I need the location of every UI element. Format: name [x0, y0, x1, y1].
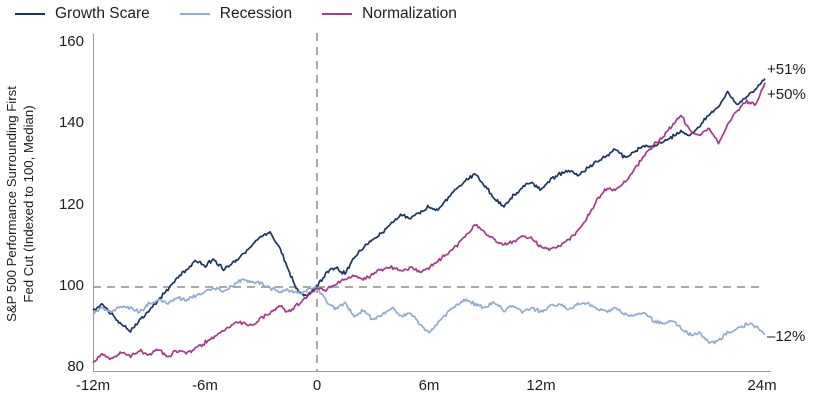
legend-item-normalization: Normalization [322, 4, 457, 24]
series-line-recession [92, 278, 766, 345]
series-line-normalization [92, 82, 766, 364]
legend-item-growth-scare: Growth Scare [15, 4, 150, 24]
y-tick-label: 80 [67, 358, 84, 375]
x-tick-label: -6m [192, 377, 218, 394]
legend-label-recession: Recession [219, 5, 293, 22]
y-tick-label: 140 [58, 114, 84, 132]
series-end-label: +50% [767, 85, 806, 103]
x-tick-label: -12m [75, 377, 111, 394]
x-tick-label: 12m [526, 377, 556, 394]
legend: Growth Scare Recession Normalization [15, 4, 457, 24]
legend-label-growth-scare: Growth Scare [55, 5, 150, 22]
legend-label-normalization: Normalization [362, 5, 457, 22]
normalization-line-swatch [322, 12, 353, 16]
y-tick-label: 160 [58, 33, 84, 50]
series-end-label: –12% [767, 327, 806, 345]
y-tick-label: 100 [58, 276, 84, 294]
recession-line-swatch [179, 12, 210, 16]
x-tick-label: 24m [747, 377, 777, 394]
growth-scare-line-swatch [15, 12, 45, 16]
x-tick-label: 0 [312, 377, 322, 394]
x-tick-label: 6m [418, 377, 440, 394]
y-tick-label: 120 [58, 195, 84, 213]
legend-item-recession: Recession [179, 4, 293, 24]
series-end-label: +51% [767, 61, 806, 79]
